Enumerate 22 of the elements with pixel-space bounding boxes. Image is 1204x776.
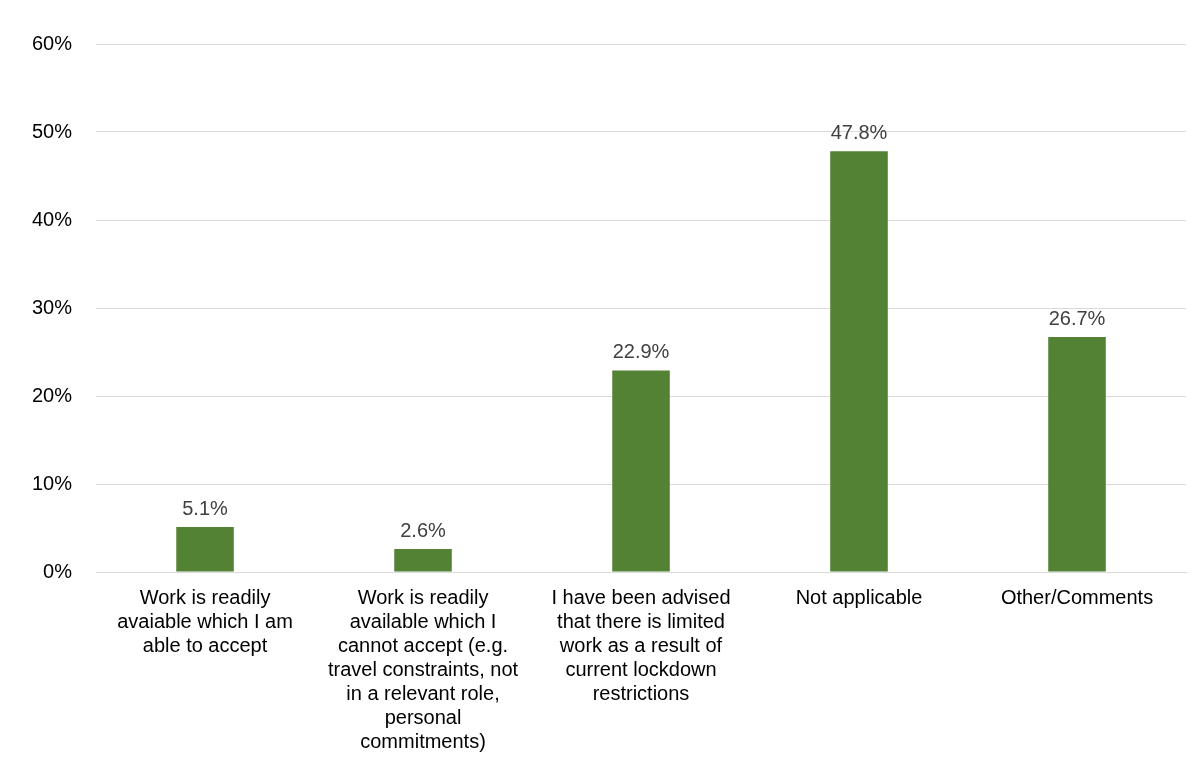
y-tick-label: 0% bbox=[43, 559, 73, 582]
y-tick-label: 60% bbox=[32, 31, 73, 54]
x-tick-label: Work is readily available which I cannot accept (e.g. travel constraints, not in a relevant role, personal commitments) bbox=[327, 585, 519, 752]
x-tick-label: Not applicable bbox=[795, 585, 923, 608]
data-label: 22.9% bbox=[612, 340, 670, 362]
bar bbox=[176, 527, 234, 572]
bar bbox=[830, 151, 888, 572]
x-tick-label: Other/Comments bbox=[1000, 585, 1154, 608]
y-tick-label: 20% bbox=[32, 383, 73, 406]
data-label: 5.1% bbox=[182, 496, 229, 519]
bar bbox=[1048, 337, 1106, 572]
bar bbox=[394, 549, 452, 572]
data-label: 47.8% bbox=[830, 120, 888, 143]
x-tick-label: I have been advised that there is limited work as a result of current lockdown restrictions bbox=[551, 585, 731, 704]
y-tick-label: 30% bbox=[32, 295, 73, 318]
x-tick-label: Work is readily avaiable which I am able to accept bbox=[117, 585, 293, 656]
bar bbox=[612, 370, 670, 572]
data-label: 26.7% bbox=[1048, 306, 1106, 329]
y-tick-label: 10% bbox=[32, 471, 73, 494]
data-label: 2.6% bbox=[400, 518, 447, 541]
y-tick-label: 40% bbox=[32, 207, 73, 230]
y-tick-label: 50% bbox=[32, 119, 73, 142]
